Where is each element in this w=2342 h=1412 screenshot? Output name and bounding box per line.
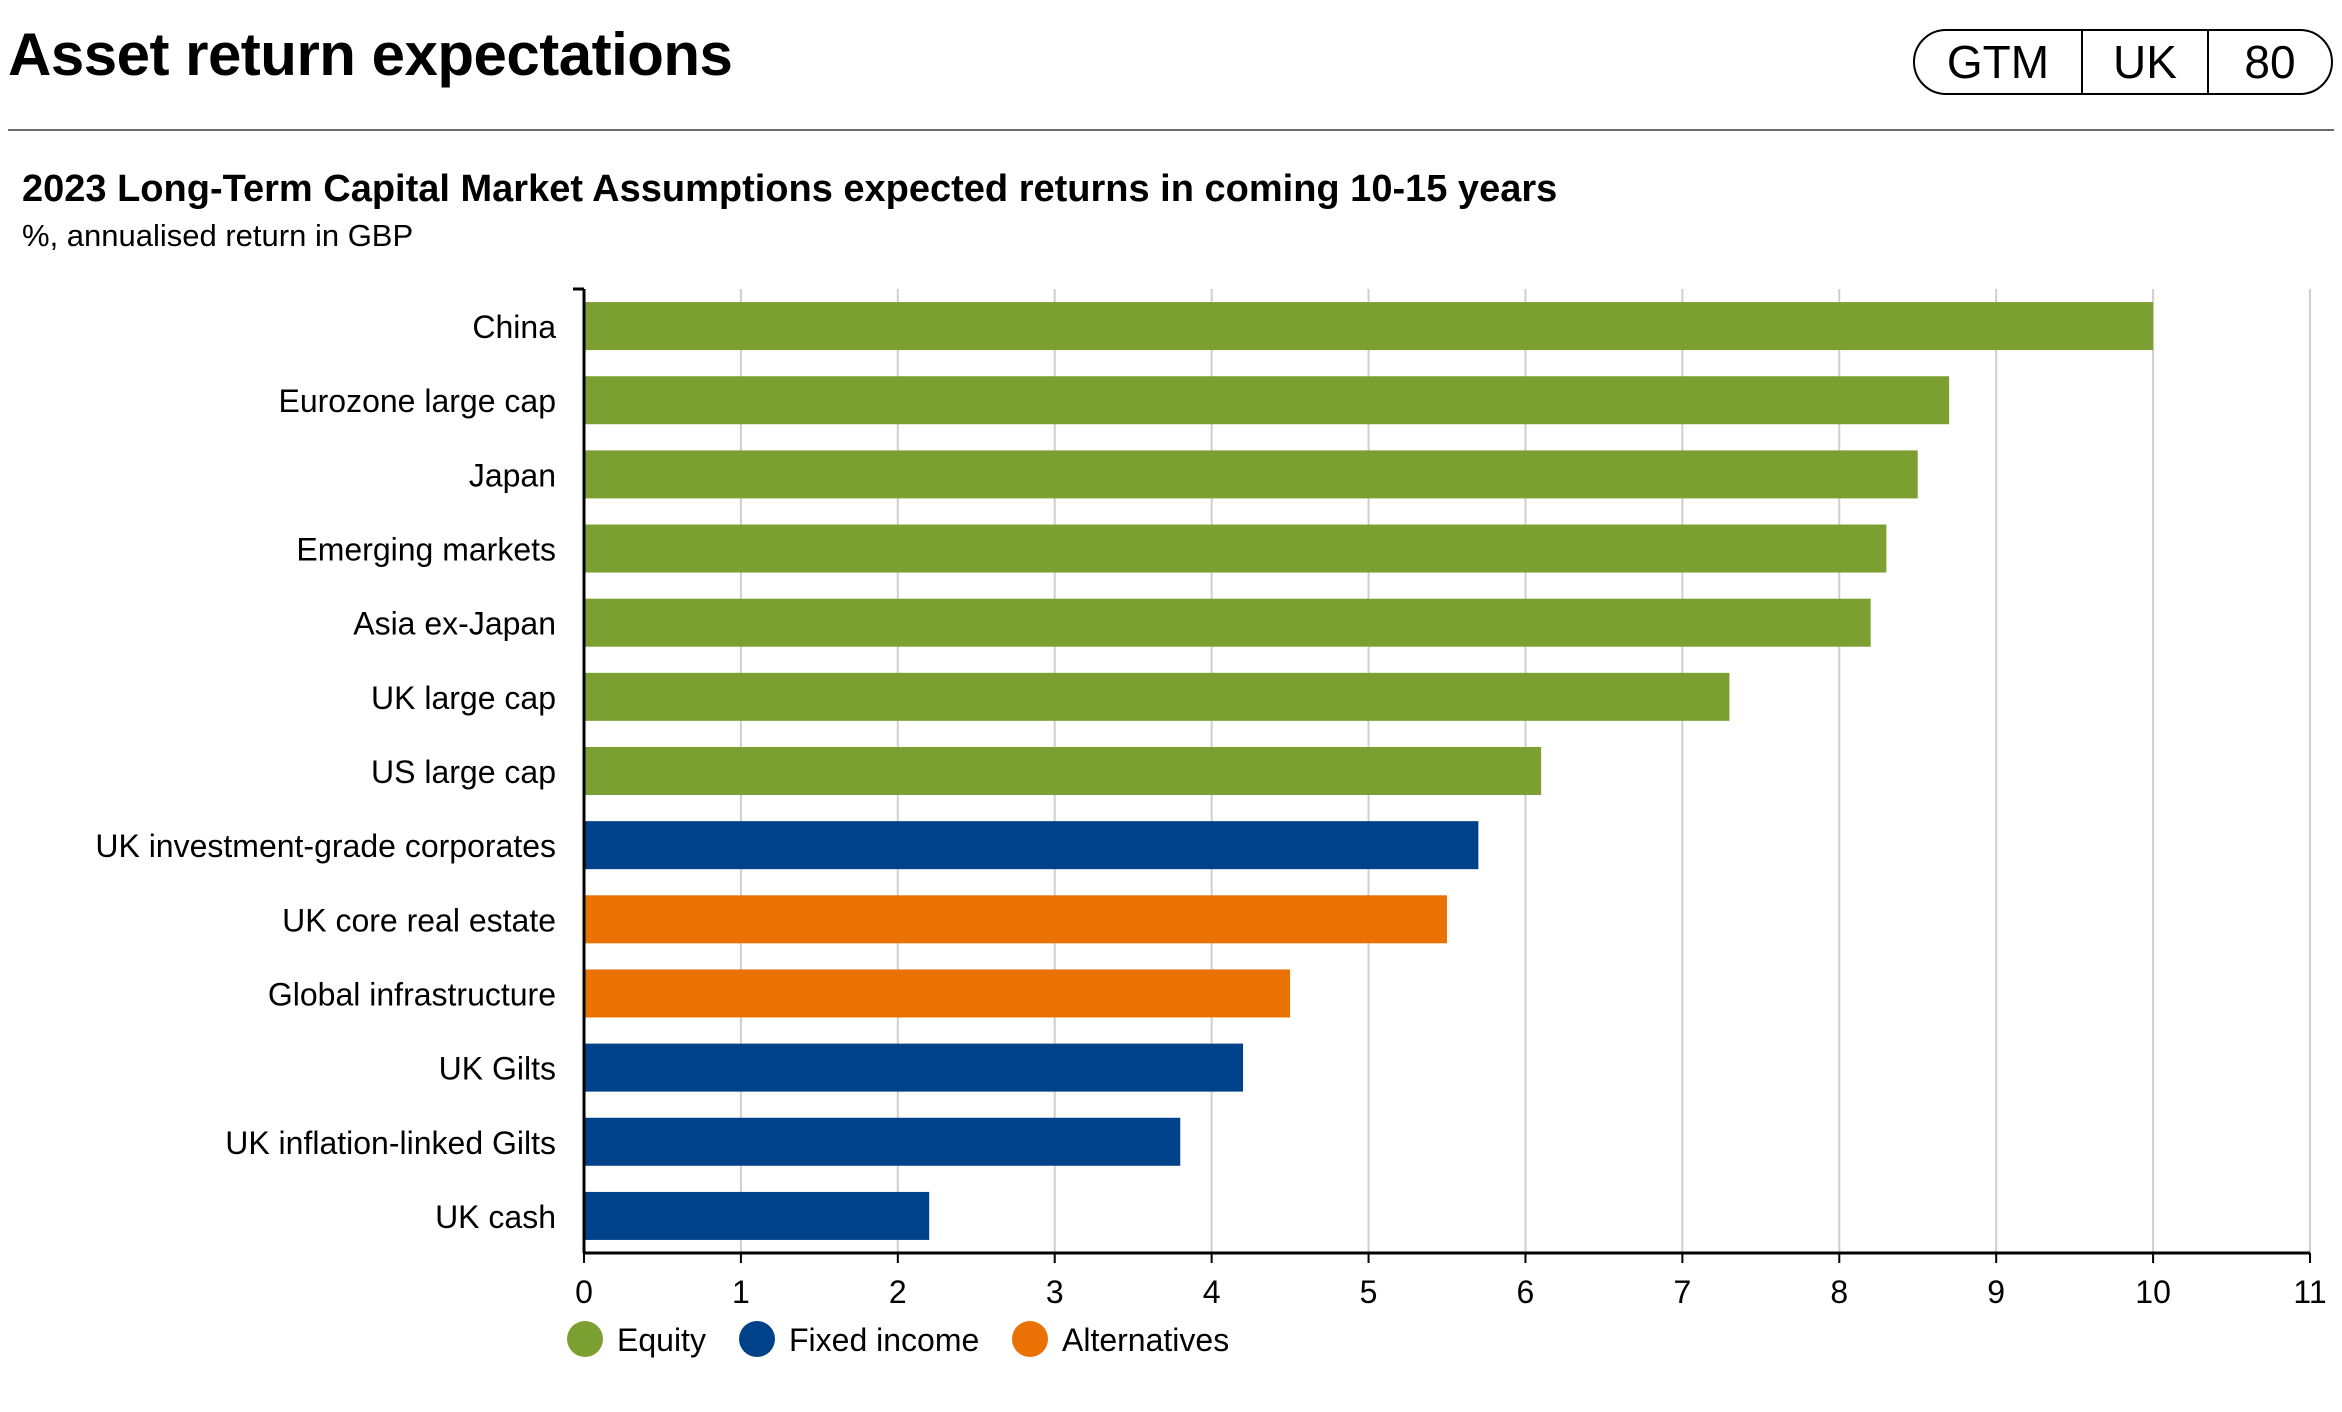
- bar: [584, 524, 1887, 573]
- bar: [584, 1043, 1244, 1092]
- page-badge: GTM UK 80: [1913, 29, 2333, 95]
- x-tick-label: 7: [1673, 1274, 1691, 1310]
- bar: [584, 747, 1542, 795]
- category-label: Emerging markets: [296, 532, 556, 568]
- bar: [584, 1117, 1181, 1166]
- legend-marker: [1012, 1321, 1048, 1357]
- bar: [584, 821, 1479, 870]
- bar: [584, 1191, 930, 1240]
- badge-gtm: GTM: [1915, 31, 2083, 93]
- legend-label: Equity: [617, 1322, 706, 1358]
- category-label: UK inflation-linked Gilts: [225, 1125, 556, 1161]
- legend-marker: [739, 1321, 775, 1357]
- category-label: Asia ex-Japan: [353, 606, 556, 642]
- legend-label: Alternatives: [1062, 1322, 1229, 1358]
- category-label: Eurozone large cap: [278, 383, 556, 419]
- x-tick-label: 5: [1360, 1274, 1378, 1310]
- x-tick-label: 4: [1203, 1274, 1221, 1310]
- badge-page-number: 80: [2244, 36, 2296, 88]
- x-tick-label: 9: [1987, 1274, 2005, 1310]
- bar: [584, 672, 1730, 721]
- category-label: UK large cap: [371, 680, 556, 716]
- category-label: US large cap: [371, 754, 556, 790]
- x-tick-label: 6: [1517, 1274, 1535, 1310]
- x-tick-label: 10: [2135, 1274, 2171, 1310]
- header-divider: [8, 129, 2334, 131]
- x-tick-label: 0: [575, 1274, 593, 1310]
- category-label: Global infrastructure: [268, 976, 556, 1012]
- chart-title: 2023 Long-Term Capital Market Assumption…: [22, 168, 1558, 210]
- category-label: UK core real estate: [282, 902, 556, 938]
- category-label: Japan: [469, 457, 556, 493]
- x-tick-label: 11: [2293, 1274, 2326, 1310]
- legend-marker: [567, 1321, 603, 1357]
- category-label: China: [472, 309, 556, 345]
- legend-label: Fixed income: [789, 1322, 979, 1358]
- chart-subtitle: %, annualised return in GBP: [22, 218, 414, 253]
- badge-region: UK: [2083, 31, 2209, 93]
- bar: [584, 969, 1291, 1018]
- bar: [584, 302, 2154, 351]
- x-tick-label: 2: [889, 1274, 907, 1310]
- x-tick-label: 3: [1046, 1274, 1064, 1310]
- bar: [584, 376, 1950, 425]
- bar: [584, 598, 1871, 647]
- category-label: UK Gilts: [439, 1051, 556, 1087]
- x-tick-label: 1: [732, 1274, 750, 1310]
- page-title: Asset return expectations: [8, 21, 733, 88]
- x-tick-label: 8: [1830, 1274, 1848, 1310]
- category-label: UK investment-grade corporates: [95, 828, 556, 864]
- bar: [584, 450, 1918, 499]
- bar: [584, 895, 1447, 944]
- category-label: UK cash: [435, 1199, 556, 1235]
